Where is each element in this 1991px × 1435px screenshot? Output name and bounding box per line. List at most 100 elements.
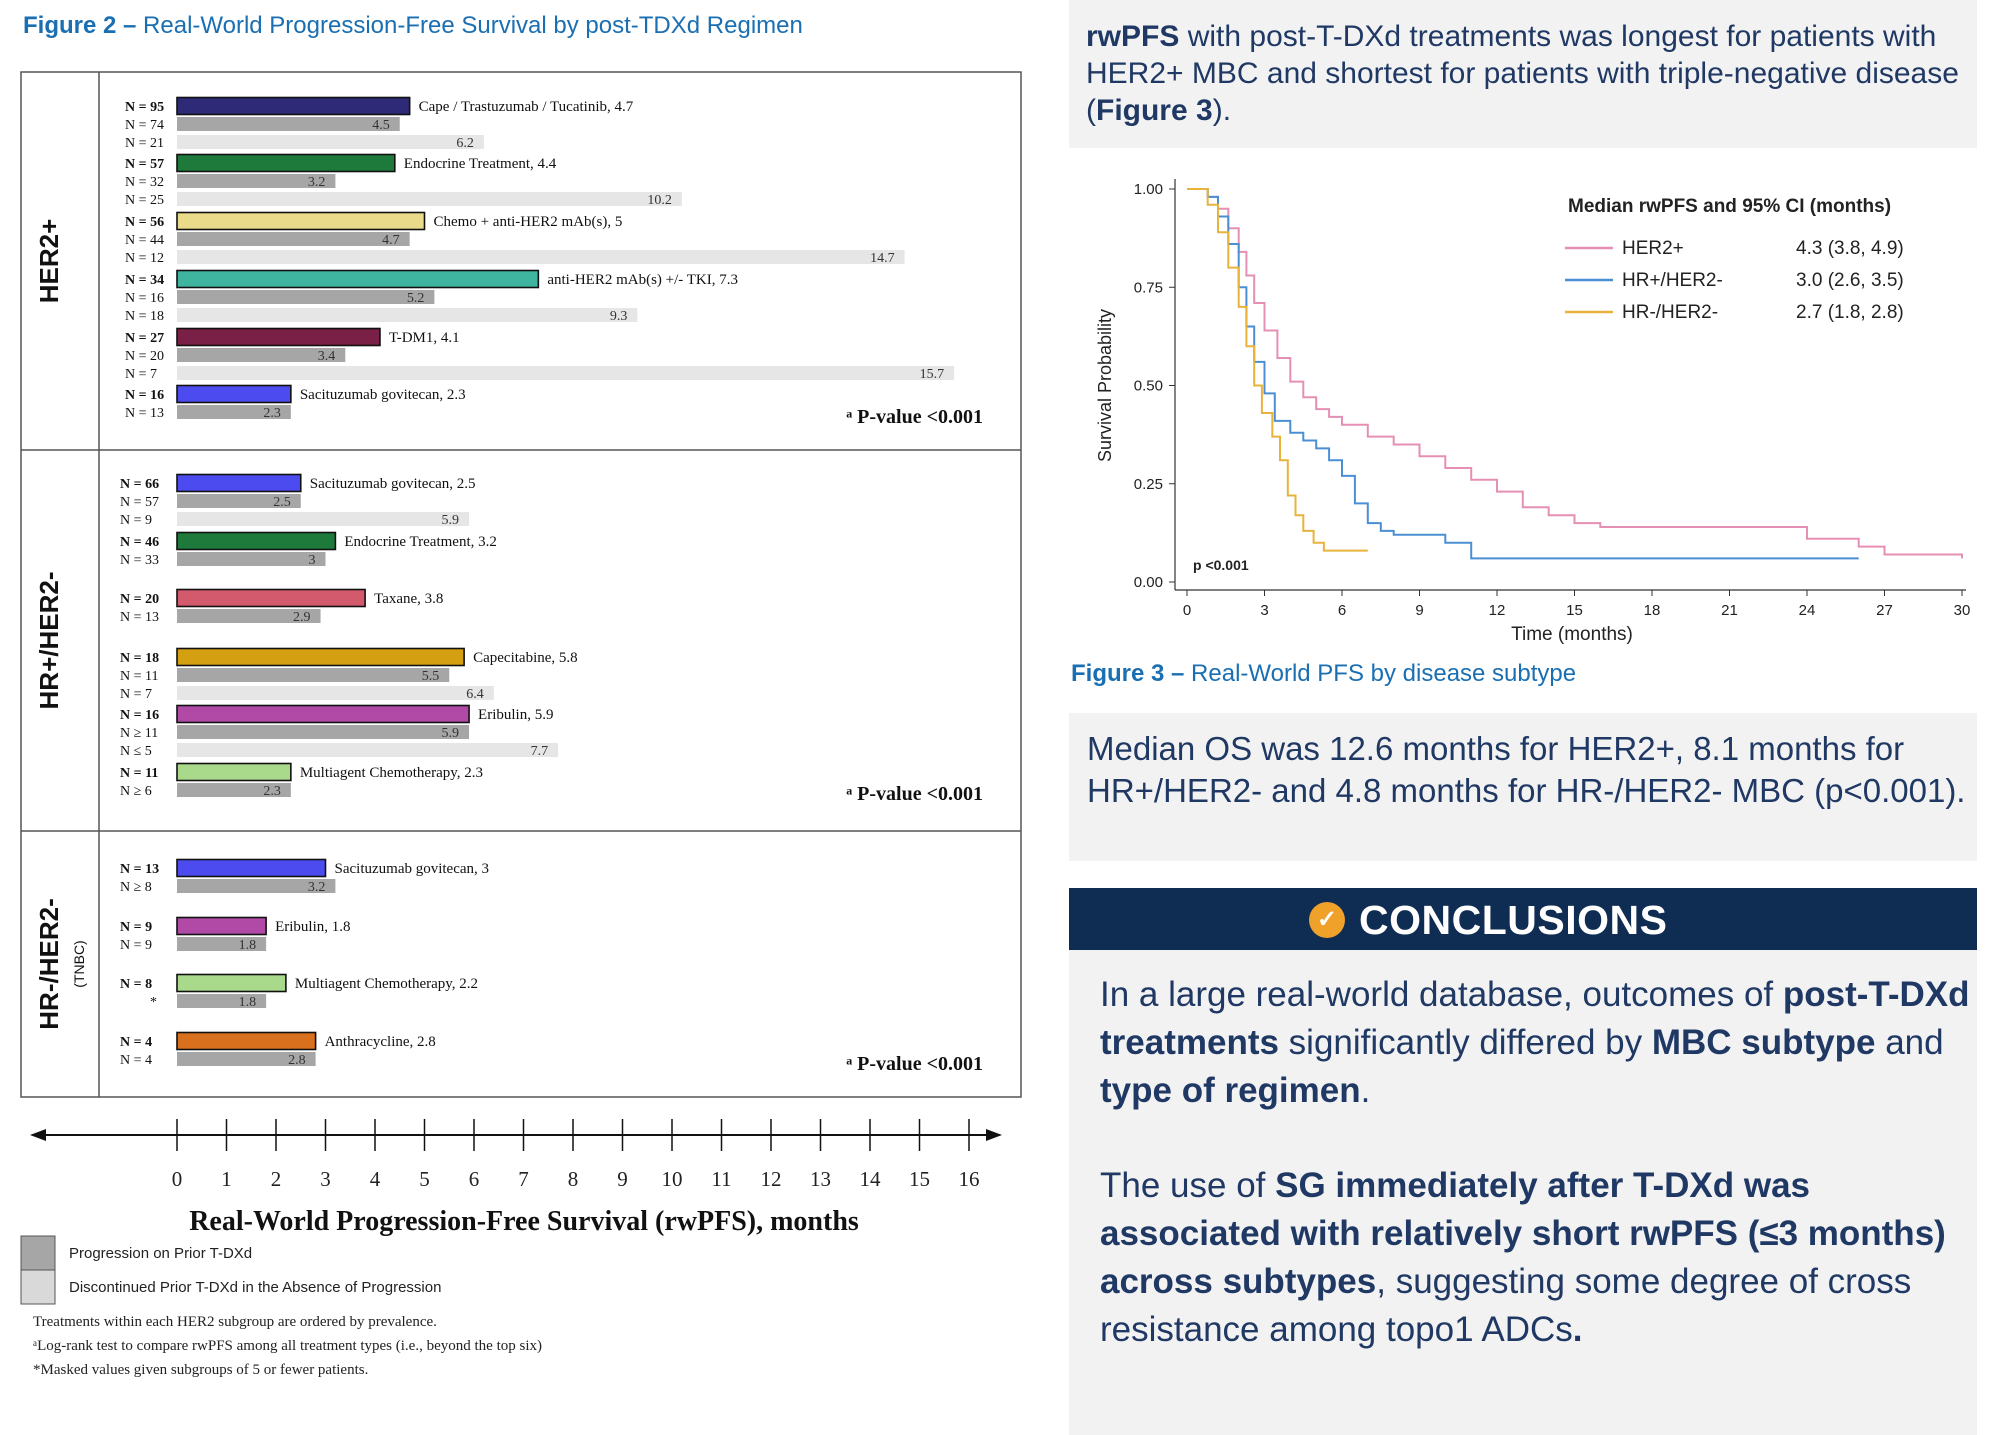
bar-label-6: Sacituzumab govitecan, 2.5 [310,476,476,492]
sub-value-label-10-1: 7.7 [531,744,549,759]
bar-label-3: anti-HER2 mAb(s) +/- TKI, 7.3 [547,272,738,288]
km-y-tick-label-0.75: 0.75 [1134,279,1163,296]
sub-value-label-9-1: 6.4 [466,687,484,702]
x-tick-label-4: 4 [370,1167,381,1191]
km-legend-ci-1: 3.0 (2.6, 3.5) [1796,270,1904,291]
km-x-tick-label-9: 9 [1415,602,1423,619]
section-sublabel-2: (TNBC) [71,940,87,987]
bar-label-10: Eribulin, 5.9 [478,707,553,723]
conclusion-1: In a large real-world database, outcomes… [1100,971,1970,1115]
km-y-tick-label-0.25: 0.25 [1134,476,1163,493]
conclusion-1-bold-3: type of regimen [1100,1071,1361,1110]
sub-value-label-3-1: 9.3 [610,309,628,324]
x-tick-label-10: 10 [662,1167,683,1191]
bar-5 [176,384,292,404]
bar-label-7: Endocrine Treatment, 3.2 [344,534,496,550]
sub-n-label-3-1: N = 18 [125,309,164,324]
km-x-tick-label-18: 18 [1644,602,1661,619]
section-label-1: HR+/HER2- [34,572,64,710]
sub-bar-6-0 [177,494,301,508]
bar-15 [176,1031,317,1051]
bar-4 [176,327,381,347]
n-label-0: N = 95 [125,100,164,115]
sub-n-label-6-0: N = 57 [120,495,159,510]
bar-9 [176,647,465,667]
sub-n-label-10-1: N ≤ 5 [120,744,152,759]
bar-10 [176,704,470,724]
sub-bar-10-0 [177,725,470,739]
km-x-tick-label-24: 24 [1799,602,1816,619]
x-tick-label-2: 2 [271,1167,282,1191]
km-x-tick-label-30: 30 [1954,602,1971,619]
sub-value-label-6-0: 2.5 [273,495,291,510]
n-label-3: N = 34 [125,273,164,288]
sub-n-label-15-0: N = 4 [120,1053,152,1068]
sub-bar-9-0 [177,668,450,682]
bar-7 [176,531,337,551]
km-legend-title: Median rwPFS and 95% CI (months) [1568,196,1891,217]
sub-bar-8-0 [177,609,321,623]
p-value-label-2: ᵃ P-value <0.001 [846,1053,983,1075]
sub-n-label-11-0: N ≥ 6 [120,784,152,799]
sub-value-label-12-0: 3.2 [308,880,326,895]
km-y-tick-label-0.00: 0.00 [1134,574,1163,591]
x-tick-label-0: 0 [172,1167,183,1191]
sub-value-label-6-1: 5.9 [442,513,460,528]
n-label-7: N = 46 [120,535,159,550]
figure-3-container: 0 3 6 9 12 15 18 21 24 27 30 0.00 0.25 0.50 0.75 1.00 Ti… [1069,165,1977,665]
sub-bar-2-0 [177,232,410,246]
km-legend-ci-0: 4.3 (3.8, 4.9) [1796,238,1904,259]
n-label-1: N = 57 [125,157,164,172]
legend-swatch-1 [20,1269,56,1305]
rwpfs-summary-panel: rwPFS with post-T-DXd treatments was lon… [1069,0,1977,148]
sub-value-label-2-1: 14.7 [870,251,895,266]
bar-6 [176,473,302,493]
sub-bar-4-0 [177,348,346,362]
rwpfs-text-1: with post-T-DXd treatments was longest f… [1086,20,1959,127]
sub-n-label-13-0: N = 9 [120,938,152,953]
conclusion-1-text-1: In a large real-world database, outcomes… [1100,975,1783,1014]
conclusion-2-bold-1: SG immediately after T-DXd was associate… [1100,1166,1946,1301]
sub-n-label-4-0: N = 20 [125,349,164,364]
bar-label-13: Eribulin, 1.8 [275,919,350,935]
figure-3-caption: Figure 3 – Real-World PFS by disease sub… [1071,660,1576,688]
x-axis-right-arrow [986,1129,1002,1141]
x-tick-label-12: 12 [761,1167,782,1191]
sub-n-label-7-0: N = 33 [120,553,159,568]
sub-value-label-0-1: 6.2 [456,136,474,151]
figure-3-km-chart: 0 3 6 9 12 15 18 21 24 27 30 0.00 0.25 0.50 0.75 1.00 Ti… [1095,179,1971,645]
sub-value-label-15-0: 2.8 [288,1053,306,1068]
sub-bar-2-1 [177,250,905,264]
x-tick-label-8: 8 [568,1167,579,1191]
legend-swatch-0 [20,1235,56,1271]
sub-n-label-2-0: N = 44 [125,233,164,248]
bar-label-15: Anthracycline, 2.8 [325,1034,436,1050]
figure-3-title: Real-World PFS by disease subtype [1184,660,1577,687]
sub-bar-14-0 [177,994,267,1008]
sub-n-label-9-1: N = 7 [120,687,152,702]
n-label-13: N = 9 [120,920,152,935]
n-label-5: N = 16 [125,388,164,403]
x-tick-label-16: 16 [959,1167,980,1191]
footnote-1: ᵃLog-rank test to compare rwPFS among al… [33,1338,542,1354]
sub-value-label-0-0: 4.5 [372,118,390,133]
n-label-8: N = 20 [120,592,159,607]
km-x-tick-label-27: 27 [1876,602,1893,619]
bar-12 [176,858,327,878]
x-tick-label-14: 14 [860,1167,882,1191]
bar-8 [176,588,366,608]
sub-bar-10-1 [177,743,559,757]
km-y-tick-label-1.00: 1.00 [1134,181,1163,198]
rwpfs-term: rwPFS [1086,20,1180,53]
conclusion-2-text-2: , suggesting some degree of cross resist… [1100,1262,1912,1349]
bar-0 [176,96,411,116]
bar-11 [176,762,292,782]
sub-bar-12-0 [177,879,336,893]
sub-value-label-9-0: 5.5 [422,669,440,684]
km-x-axis-label: Time (months) [1511,624,1633,645]
bar-label-8: Taxane, 3.8 [374,591,443,607]
sub-n-label-0-1: N = 21 [125,136,164,151]
conclusion-1-text-2: significantly differed by [1278,1023,1652,1062]
sub-n-label-1-0: N = 32 [125,175,164,190]
sub-value-label-14-0: 1.8 [239,995,257,1010]
